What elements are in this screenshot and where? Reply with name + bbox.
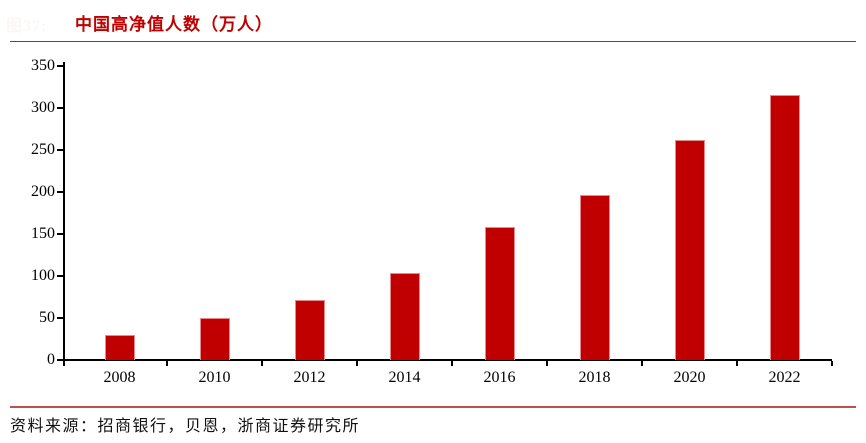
bar-slot-2018 xyxy=(547,66,642,360)
bar-slot-2020 xyxy=(642,66,737,360)
x-axis-line xyxy=(63,359,832,361)
y-tick-label: 250 xyxy=(31,141,55,158)
x-tick-mark xyxy=(641,361,643,366)
y-tick-label: 200 xyxy=(31,183,55,200)
bar-slot-2022 xyxy=(737,66,832,360)
bar-2016 xyxy=(484,227,515,360)
top-rule xyxy=(10,40,856,42)
y-tick-mark xyxy=(57,191,63,193)
y-tick-label: 50 xyxy=(39,309,55,326)
bar-slot-2014 xyxy=(357,66,452,360)
y-tick-label: 350 xyxy=(31,57,55,74)
bar-2014 xyxy=(389,273,420,360)
y-tick-mark xyxy=(57,359,63,361)
x-tick-label-2008: 2008 xyxy=(103,369,136,386)
chart-title: 中国高净值人数（万人） xyxy=(75,15,273,34)
y-tick-mark xyxy=(57,107,63,109)
x-tick-mark xyxy=(546,361,548,366)
y-tick-label: 300 xyxy=(31,99,55,116)
x-axis-labels: 2008 2010 2012 2014 2016 2018 2020 2022 xyxy=(72,369,832,387)
y-tick-label: 100 xyxy=(31,267,55,284)
x-tick-label-2012: 2012 xyxy=(293,369,326,386)
y-tick-mark xyxy=(57,65,63,67)
x-tick-mark xyxy=(736,361,738,366)
y-tick-mark xyxy=(57,149,63,151)
bar-2012 xyxy=(294,300,325,360)
x-tick-mark xyxy=(166,361,168,366)
bar-2010 xyxy=(199,318,230,360)
y-tick-mark xyxy=(57,317,63,319)
x-tick-label-2016: 2016 xyxy=(483,369,516,386)
bars-row xyxy=(72,66,832,360)
bar-slot-2010 xyxy=(167,66,262,360)
bar-slot-2012 xyxy=(262,66,357,360)
bar-2018 xyxy=(579,195,610,360)
y-tick-mark xyxy=(57,275,63,277)
y-tick-label: 150 xyxy=(31,225,55,242)
y-axis-line xyxy=(63,62,65,366)
source-attribution: 资料来源：招商银行，贝恩，浙商证券研究所 xyxy=(10,418,361,435)
y-tick-mark xyxy=(57,233,63,235)
x-tick-label-2010: 2010 xyxy=(198,369,231,386)
x-tick-label-2018: 2018 xyxy=(578,369,611,386)
bar-2008 xyxy=(104,335,135,360)
bar-2020 xyxy=(674,140,705,360)
x-tick-mark xyxy=(451,361,453,366)
bottom-rule xyxy=(10,406,856,409)
bar-slot-2016 xyxy=(452,66,547,360)
bar-slot-2008 xyxy=(72,66,167,360)
x-tick-label-2020: 2020 xyxy=(673,369,706,386)
x-tick-label-2014: 2014 xyxy=(388,369,421,386)
x-tick-mark xyxy=(261,361,263,366)
y-tick-label: 0 xyxy=(47,351,55,368)
bar-2022 xyxy=(769,95,800,360)
x-tick-label-2022: 2022 xyxy=(768,369,801,386)
x-tick-mark xyxy=(831,361,833,366)
figure-number-watermark: 图37: xyxy=(6,18,48,35)
x-tick-mark xyxy=(356,361,358,366)
